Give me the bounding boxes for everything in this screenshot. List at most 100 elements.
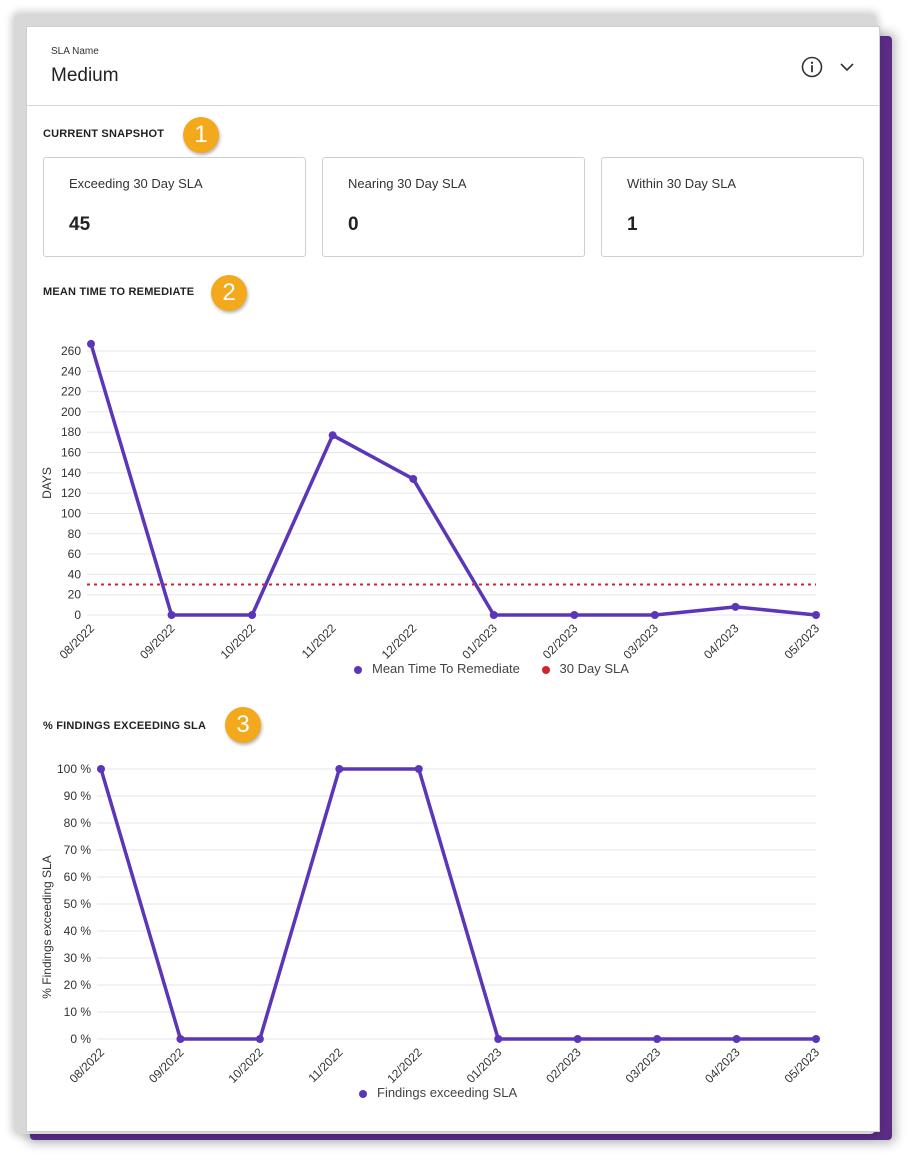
y-tick-label: 0 %	[70, 1032, 91, 1046]
info-icon[interactable]	[801, 56, 823, 78]
findings-title: % FINDINGS EXCEEDING SLA	[43, 720, 207, 732]
legend-label: Mean Time To Remediate	[372, 661, 520, 676]
y-tick-label: 10 %	[64, 1005, 92, 1019]
y-tick-label: 20 %	[64, 978, 92, 992]
data-point	[176, 1035, 185, 1043]
data-point	[167, 611, 176, 619]
y-tick-label: 40 %	[64, 924, 92, 938]
data-point	[409, 474, 418, 483]
legend-item[interactable]: 30 Day SLA	[541, 661, 629, 676]
x-tick-label: 11/2022	[306, 1045, 346, 1085]
x-tick-label: 12/2022	[379, 621, 420, 662]
card-nearing: Nearing 30 Day SLA 0	[322, 157, 585, 257]
y-axis-label: DAYS	[40, 467, 54, 499]
data-point	[97, 765, 105, 773]
y-tick-label: 50 %	[64, 897, 92, 911]
series-line	[99, 767, 816, 1041]
data-point	[570, 611, 579, 619]
x-tick-label: 10/2022	[225, 1045, 266, 1086]
y-tick-label: 60	[68, 547, 82, 561]
x-tick-label: 05/2023	[782, 621, 823, 662]
callout-badge-1: 1	[183, 117, 219, 153]
data-point	[248, 611, 257, 619]
card-within: Within 30 Day SLA 1	[601, 157, 864, 257]
x-tick-label: 03/2023	[620, 621, 661, 662]
card-value: 1	[627, 214, 638, 235]
sla-name-caption: SLA Name	[51, 46, 99, 57]
x-tick-label: 04/2023	[701, 621, 742, 662]
chevron-down-icon[interactable]	[839, 59, 855, 75]
snapshot-title: CURRENT SNAPSHOT	[43, 128, 165, 140]
legend-item[interactable]: Mean Time To Remediate	[354, 661, 520, 676]
card-value: 45	[69, 214, 91, 235]
legend-dot	[354, 665, 362, 674]
data-point	[812, 611, 820, 619]
x-tick-label: 12/2022	[384, 1045, 425, 1086]
y-tick-label: 90 %	[64, 789, 92, 803]
data-point	[335, 765, 344, 773]
data-point	[573, 1035, 582, 1043]
findings-legend: Findings exceeding SLA	[359, 1085, 535, 1100]
y-tick-label: 240	[61, 364, 81, 378]
y-tick-label: 40	[68, 567, 82, 581]
data-point	[87, 339, 95, 348]
callout-badge-3: 3	[225, 707, 261, 743]
sla-name-value: Medium	[51, 65, 119, 86]
y-axis-label: % Findings exceeding SLA	[40, 855, 54, 998]
card-value: 0	[348, 214, 359, 235]
x-tick-label: 05/2023	[782, 1045, 823, 1086]
data-point	[731, 602, 740, 611]
data-point	[653, 1035, 662, 1043]
mttr-chart: 0 20 40 60 80 100 120 140 160 180 200 220 240 260 DAYS…	[40, 339, 823, 662]
y-tick-label: 100	[61, 506, 81, 520]
data-point	[650, 611, 659, 619]
card-label: Exceeding 30 Day SLA	[69, 176, 203, 191]
y-tick-label: 260	[61, 344, 81, 358]
x-tick-label: 01/2023	[464, 1045, 505, 1086]
y-tick-label: 80 %	[64, 816, 92, 830]
y-tick-label: 100 %	[57, 762, 91, 776]
y-tick-label: 140	[61, 466, 81, 480]
y-tick-label: 180	[61, 425, 81, 439]
y-tick-label: 220	[61, 385, 81, 399]
data-point	[489, 611, 498, 619]
y-tick-label: 0	[74, 608, 81, 622]
x-tick-label: 09/2022	[137, 621, 178, 662]
x-tick-label: 08/2022	[57, 621, 98, 662]
data-point	[812, 1035, 820, 1043]
data-point	[414, 765, 423, 773]
y-tick-label: 80	[68, 527, 82, 541]
y-tick-label: 160	[61, 446, 81, 460]
x-tick-label: 03/2023	[623, 1045, 664, 1086]
legend-label: 30 Day SLA	[559, 661, 629, 676]
x-tick-label: 10/2022	[218, 621, 259, 662]
y-tick-label: 30 %	[64, 951, 92, 965]
x-tick-label: 11/2022	[299, 621, 339, 661]
sla-header[interactable]: SLA Name Medium	[27, 27, 879, 106]
card-label: Nearing 30 Day SLA	[348, 176, 467, 191]
data-point	[494, 1035, 503, 1043]
x-tick-label: 02/2023	[543, 1045, 584, 1086]
findings-chart: 0 % 10 % 20 % 30 % 40 % 50 % 60 % 70 % 80 % 90 % 1…	[40, 762, 823, 1086]
card-label: Within 30 Day SLA	[627, 176, 737, 191]
legend-item[interactable]: Findings exceeding SLA	[359, 1085, 517, 1100]
legend-dot	[359, 1089, 367, 1098]
y-tick-label: 200	[61, 405, 81, 419]
x-tick-label: 04/2023	[702, 1045, 743, 1086]
data-point	[732, 1035, 741, 1043]
x-tick-label: 09/2022	[146, 1045, 187, 1086]
x-tick-label: 02/2023	[540, 621, 581, 662]
series-line	[89, 343, 817, 617]
y-tick-label: 120	[61, 486, 81, 500]
y-tick-label: 70 %	[64, 843, 92, 857]
legend-label: Findings exceeding SLA	[377, 1085, 518, 1100]
x-tick-label: 08/2022	[67, 1045, 108, 1086]
callout-badge-2: 2	[211, 275, 247, 311]
data-point	[328, 431, 337, 440]
legend-dot	[541, 665, 550, 674]
x-tick-label: 01/2023	[459, 621, 500, 662]
mttr-title: MEAN TIME TO REMEDIATE	[43, 286, 195, 298]
data-point	[255, 1035, 264, 1043]
mttr-legend: Mean Time To Remediate 30 Day SLA	[354, 661, 647, 676]
card-exceeding: Exceeding 30 Day SLA 45	[43, 157, 306, 257]
